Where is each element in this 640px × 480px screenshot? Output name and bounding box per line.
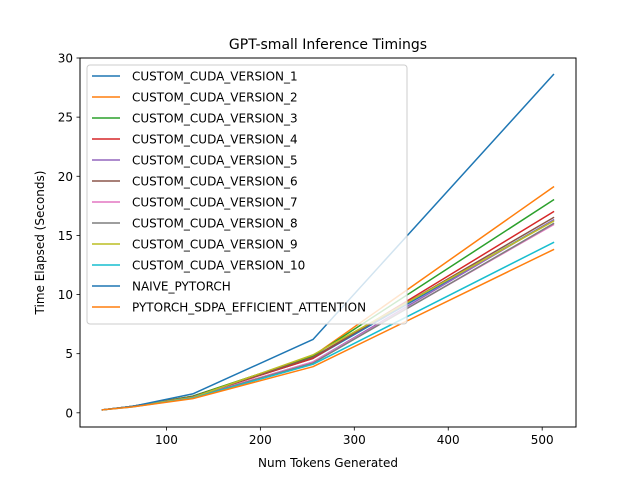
legend-entry-label: CUSTOM_CUDA_VERSION_5 bbox=[132, 154, 298, 168]
x-axis: 100 200 300 400 500 bbox=[155, 427, 554, 447]
y-tick-label: 30 bbox=[58, 52, 73, 66]
legend-entry-label: CUSTOM_CUDA_VERSION_9 bbox=[132, 238, 298, 252]
y-tick-label: 10 bbox=[58, 288, 73, 302]
legend-entry-label: CUSTOM_CUDA_VERSION_7 bbox=[132, 196, 298, 210]
legend-entry-label: CUSTOM_CUDA_VERSION_1 bbox=[132, 70, 298, 84]
legend-entry-label: NAIVE_PYTORCH bbox=[132, 280, 231, 294]
x-tick-label: 500 bbox=[531, 433, 554, 447]
legend-entry-label: CUSTOM_CUDA_VERSION_8 bbox=[132, 217, 298, 231]
legend-entry-label: CUSTOM_CUDA_VERSION_2 bbox=[132, 91, 298, 105]
x-tick-label: 300 bbox=[343, 433, 366, 447]
legend-entry-label: CUSTOM_CUDA_VERSION_4 bbox=[132, 133, 298, 147]
y-tick-label: 15 bbox=[58, 229, 73, 243]
plot-area-frame bbox=[79, 57, 577, 428]
x-tick-label: 100 bbox=[155, 433, 178, 447]
legend-entry-label: CUSTOM_CUDA_VERSION_6 bbox=[132, 175, 298, 189]
y-axis-label: Time Elapsed (Seconds) bbox=[33, 171, 47, 316]
legend-items: CUSTOM_CUDA_VERSION_1 CUSTOM_CUDA_VERSION… bbox=[92, 70, 366, 315]
x-axis-label: Num Tokens Generated bbox=[258, 456, 398, 470]
legend: CUSTOM_CUDA_VERSION_1 CUSTOM_CUDA_VERSION… bbox=[86, 64, 408, 325]
y-tick-label: 0 bbox=[65, 406, 73, 420]
y-tick-label: 5 bbox=[65, 347, 73, 361]
legend-entry-label: CUSTOM_CUDA_VERSION_3 bbox=[132, 112, 298, 126]
y-axis: 0 5 10 15 20 25 30 bbox=[58, 52, 80, 420]
x-tick-label: 400 bbox=[437, 433, 460, 447]
x-tick-label: 200 bbox=[249, 433, 272, 447]
y-tick-label: 20 bbox=[58, 170, 73, 184]
legend-entry-label: PYTORCH_SDPA_EFFICIENT_ATTENTION bbox=[132, 301, 366, 315]
legend-entry-label: CUSTOM_CUDA_VERSION_10 bbox=[132, 259, 305, 273]
series-line bbox=[101, 248, 555, 411]
y-tick-label: 25 bbox=[58, 111, 73, 125]
chart-title: GPT-small Inference Timings bbox=[229, 37, 427, 53]
legend-box bbox=[86, 64, 408, 325]
